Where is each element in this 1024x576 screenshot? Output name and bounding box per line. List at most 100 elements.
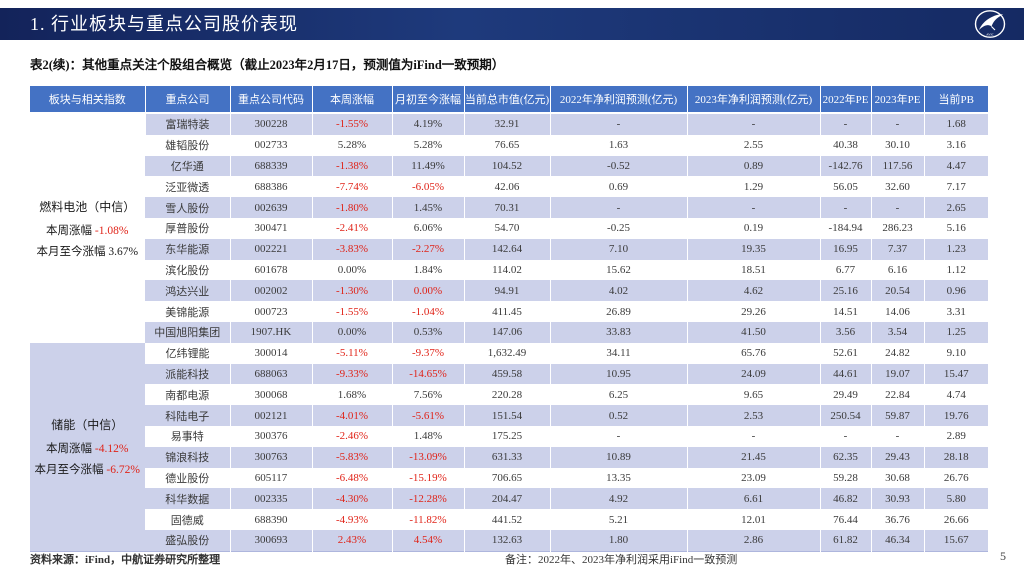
- cell-np2022: 7.10: [549, 238, 687, 260]
- cell-mtd: 5.28%: [391, 134, 464, 156]
- cell-mtd: -5.61%: [391, 405, 464, 426]
- cell-pb: 4.47: [923, 155, 988, 177]
- cell-week: -4.01%: [311, 405, 392, 426]
- cell-company: 盛弘股份: [145, 529, 230, 552]
- cell-company: 科陆电子: [145, 405, 230, 426]
- table-row: 滨化股份 601678 0.00% 1.84% 114.02 15.62 18.51 6.77…: [30, 259, 988, 281]
- cell-week: -2.46%: [311, 425, 392, 447]
- col-header-4: 本周涨幅: [311, 86, 392, 114]
- avic-logo-text: AVIC: [986, 33, 995, 37]
- table-row: 厚普股份 300471 -2.41% 6.06% 54.70 -0.25 0.19 -184.…: [30, 217, 988, 239]
- cell-code: 300068: [229, 384, 312, 406]
- cell-np2022: -: [549, 425, 687, 447]
- cell-week: -1.80%: [311, 197, 392, 218]
- cell-pe2022: -184.94: [819, 217, 871, 239]
- cell-cap: 142.64: [463, 238, 550, 260]
- cell-np2023: 18.51: [686, 259, 820, 281]
- table-header: 板块与相关指数 重点公司 重点公司代码 本周涨幅 月初至今涨幅 当前总市值(亿元) 2022…: [30, 86, 988, 114]
- cell-pe2022: -: [819, 425, 871, 447]
- cell-pb: 5.16: [923, 217, 988, 239]
- cell-np2023: 41.50: [686, 321, 820, 343]
- cell-np2023: 12.01: [686, 509, 820, 530]
- table-row: 易事特 300376 -2.46% 1.48% 175.25- - - -2.89: [30, 425, 988, 447]
- cell-np2022: 6.25: [549, 384, 687, 406]
- cell-pe2023: 117.56: [870, 155, 924, 177]
- table-row: 雪人股份 002639 -1.80% 1.45% 70.31- - - -2.65: [30, 197, 988, 218]
- cell-cap: 42.06: [463, 176, 550, 198]
- cell-np2023: 2.86: [686, 529, 820, 552]
- table-row: 美锦能源 000723 -1.55% -1.04% 411.45 26.89 29.26 14…: [30, 301, 988, 322]
- cell-np2022: -: [549, 197, 687, 218]
- cell-week: -4.93%: [311, 509, 392, 530]
- cell-week: -4.30%: [311, 488, 392, 510]
- col-header-9: 2022年PE: [819, 86, 871, 114]
- cell-pe2023: 20.54: [870, 280, 924, 302]
- cell-pe2023: 29.43: [870, 446, 924, 468]
- cell-pe2023: 6.16: [870, 259, 924, 281]
- cell-pe2023: 22.84: [870, 384, 924, 406]
- cell-cap: 441.52: [463, 509, 550, 530]
- cell-mtd: -6.05%: [391, 176, 464, 198]
- cell-week: 5.28%: [311, 134, 392, 156]
- cell-pe2022: 40.38: [819, 134, 871, 156]
- cell-week: -5.11%: [311, 342, 392, 364]
- cell-pe2023: 30.68: [870, 467, 924, 489]
- cell-pb: 2.89: [923, 425, 988, 447]
- cell-code: 002121: [229, 405, 312, 426]
- col-header-1: 板块与相关指数: [30, 86, 145, 114]
- footer-source: 资料来源：iFind，中航证券研究所整理: [30, 554, 221, 566]
- cell-np2023: 0.19: [686, 217, 820, 239]
- cell-mtd: 6.06%: [391, 217, 464, 239]
- cell-mtd: 1.48%: [391, 425, 464, 447]
- col-header-5: 月初至今涨幅: [391, 86, 464, 114]
- cell-np2023: 0.89: [686, 155, 820, 177]
- sector-name: 储能（中信）: [51, 418, 124, 433]
- cell-pe2023: -: [870, 197, 924, 218]
- cell-np2023: -: [686, 113, 820, 135]
- cell-np2022: 10.95: [549, 363, 687, 385]
- cell-pe2022: 44.61: [819, 363, 871, 385]
- cell-np2022: 34.11: [549, 342, 687, 364]
- cell-pe2022: -142.76: [819, 155, 871, 177]
- cell-pe2022: 25.16: [819, 280, 871, 302]
- cell-week: 0.00%: [311, 259, 392, 281]
- cell-cap: 220.28: [463, 384, 550, 406]
- cell-pb: 26.76: [923, 467, 988, 489]
- cell-week: 2.43%: [311, 529, 392, 552]
- cell-mtd: 11.49%: [391, 155, 464, 177]
- cell-company: 滨化股份: [145, 259, 230, 281]
- cell-pb: 7.17: [923, 176, 988, 198]
- cell-pe2022: 76.44: [819, 509, 871, 530]
- cell-pb: 1.23: [923, 238, 988, 260]
- cell-cap: 631.33: [463, 446, 550, 468]
- page-title: 1. 行业板块与重点公司股价表现: [30, 14, 298, 34]
- cell-code: 300228: [229, 113, 312, 135]
- cell-company: 亿纬锂能: [144, 342, 230, 364]
- cell-code: 688339: [229, 155, 312, 177]
- cell-pe2023: 59.87: [870, 405, 924, 426]
- page-number: 5: [1000, 549, 1006, 563]
- cell-pe2022: 61.82: [819, 529, 871, 552]
- cell-mtd: 0.53%: [391, 321, 464, 343]
- cell-cap: 70.31: [463, 197, 550, 218]
- cell-np2022: 13.35: [549, 467, 687, 489]
- cell-company: 派能科技: [145, 363, 230, 385]
- table-row: 鸿达兴业 002002 -1.30% 0.00% 94.91 4.02 4.62 25.16 2…: [30, 280, 988, 302]
- cell-pe2022: 46.82: [819, 488, 871, 510]
- cell-pe2023: 36.76: [870, 509, 924, 530]
- cell-np2022: -0.25: [549, 217, 687, 239]
- footer-note: 备注：2022年、2023年净利润采用iFind一致预测: [505, 554, 738, 566]
- cell-pe2023: 32.60: [870, 176, 924, 198]
- cell-pe2023: 30.10: [870, 134, 924, 156]
- cell-np2022: 33.83: [549, 321, 687, 343]
- table-row: 燃料电池（中信） 本周涨幅 -1.08% 本月至今涨幅 3.67% 富瑞特装 30022…: [30, 113, 988, 343]
- title-band: 1. 行业板块与重点公司股价表现: [0, 8, 1024, 40]
- cell-np2022: 26.89: [549, 301, 687, 322]
- cell-company: 东华能源: [145, 238, 230, 260]
- cell-code: 688063: [229, 363, 312, 385]
- cell-week: -7.74%: [311, 176, 392, 198]
- cell-pe2022: 62.35: [819, 446, 871, 468]
- cell-week: -9.33%: [311, 363, 392, 385]
- cell-cap: 706.65: [463, 467, 550, 489]
- cell-mtd: -2.27%: [391, 238, 464, 260]
